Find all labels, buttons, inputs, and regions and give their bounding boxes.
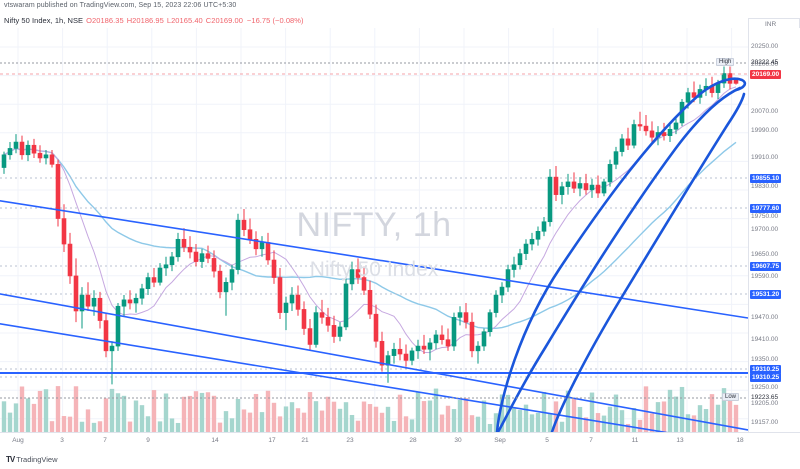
price-tick-label: 19157.00 bbox=[751, 419, 779, 426]
low-label: L bbox=[166, 16, 172, 25]
extreme-guide-lines bbox=[0, 62, 748, 399]
time-tick-label: 13 bbox=[676, 437, 684, 444]
time-tick-label: 11 bbox=[631, 437, 639, 444]
price-tick-label: 19650.00 bbox=[751, 251, 779, 258]
price-tick-label: 19700.00 bbox=[751, 226, 779, 233]
time-tick-label: 7 bbox=[589, 437, 593, 444]
price-tick-label: 20250.00 bbox=[751, 43, 779, 50]
open-value: 20186.35 bbox=[92, 16, 124, 25]
volume-bars bbox=[1, 386, 739, 432]
price-tick-label: 19590.00 bbox=[751, 273, 779, 280]
price-tick-label: 19910.00 bbox=[751, 154, 779, 161]
price-tick-label: 20200.00 bbox=[751, 61, 779, 68]
chart-canvas bbox=[0, 28, 748, 432]
time-axis[interactable]: Aug 3 7 9 14 17 21 23 28 30 Sep 5 7 11 13 18 bbox=[0, 432, 800, 453]
price-tick-label: 19830.00 bbox=[751, 183, 779, 190]
time-tick-label: Aug bbox=[12, 437, 24, 444]
low-marker-value: 19223.65 bbox=[751, 394, 779, 401]
price-level-badge[interactable]: 19310.25 bbox=[750, 365, 782, 374]
chart-legend: Nifty 50 Index, 1h, NSE O20186.35 H20186.9… bbox=[4, 16, 304, 25]
price-tick-label: 19990.00 bbox=[751, 127, 779, 134]
close-value: 20169.00 bbox=[211, 16, 243, 25]
time-tick-label: 30 bbox=[454, 437, 462, 444]
attribution-text: vtswaram published on TradingView.com, S… bbox=[4, 2, 237, 9]
price-tick-label: 19470.00 bbox=[751, 314, 779, 321]
price-tick-label: 19205.00 bbox=[751, 400, 779, 407]
time-tick-label: 7 bbox=[103, 437, 107, 444]
price-tick-label: 19350.00 bbox=[751, 356, 779, 363]
time-tick-label: 17 bbox=[268, 437, 276, 444]
price-level-badge[interactable]: 19777.60 bbox=[750, 204, 782, 213]
last-price-badge[interactable]: 20169.00 bbox=[750, 70, 782, 79]
high-label: H bbox=[126, 16, 133, 25]
time-tick-label: Sep bbox=[494, 437, 506, 444]
candlestick-series bbox=[1, 66, 739, 385]
time-tick-label: 21 bbox=[301, 437, 309, 444]
high-marker-flag: High bbox=[716, 58, 735, 66]
low-value: 20165.40 bbox=[171, 16, 203, 25]
high-marker-value: 20222.45 bbox=[751, 59, 779, 66]
price-tick-label: 19250.00 bbox=[751, 384, 779, 391]
price-tick-label: 20070.00 bbox=[751, 108, 779, 115]
time-tick-label: 9 bbox=[146, 437, 150, 444]
price-level-badge[interactable]: 19607.75 bbox=[750, 262, 782, 271]
price-level-badge[interactable]: 19310.25 bbox=[750, 373, 782, 382]
currency-label: INR bbox=[765, 21, 777, 28]
low-marker-flag: Low bbox=[722, 393, 740, 401]
price-level-badge[interactable]: 19855.10 bbox=[750, 174, 782, 183]
time-tick-label: 5 bbox=[545, 437, 549, 444]
price-axis[interactable]: 20250.00 20200.00 20070.00 19990.00 19910.00… bbox=[748, 28, 800, 432]
price-level-badge[interactable]: 19531.20 bbox=[750, 290, 782, 299]
price-tick-label: 19750.00 bbox=[751, 213, 779, 220]
change-value: −16.75 (−0.08%) bbox=[246, 16, 304, 25]
symbol-label[interactable]: Nifty 50 Index, 1h, NSE bbox=[4, 16, 84, 25]
price-tick-label: 19410.00 bbox=[751, 336, 779, 343]
tradingview-logo[interactable]: TV TradingView bbox=[6, 455, 58, 464]
footer-bar: TV TradingView bbox=[0, 452, 800, 469]
high-value: 20186.95 bbox=[132, 16, 164, 25]
time-tick-label: 28 bbox=[409, 437, 417, 444]
time-tick-label: 3 bbox=[60, 437, 64, 444]
tradingview-brand-label: TradingView bbox=[16, 455, 58, 464]
time-tick-label: 18 bbox=[736, 437, 744, 444]
freehand-uptrend-channel-annotation[interactable] bbox=[495, 77, 747, 432]
time-tick-label: 14 bbox=[211, 437, 219, 444]
time-tick-label: 23 bbox=[346, 437, 354, 444]
close-label: C bbox=[205, 16, 212, 25]
open-label: O bbox=[86, 16, 92, 25]
tradingview-mark-icon: TV bbox=[6, 455, 15, 464]
chart-plot-area[interactable]: NIFTY, 1h Nifty 50 Index bbox=[0, 28, 748, 432]
